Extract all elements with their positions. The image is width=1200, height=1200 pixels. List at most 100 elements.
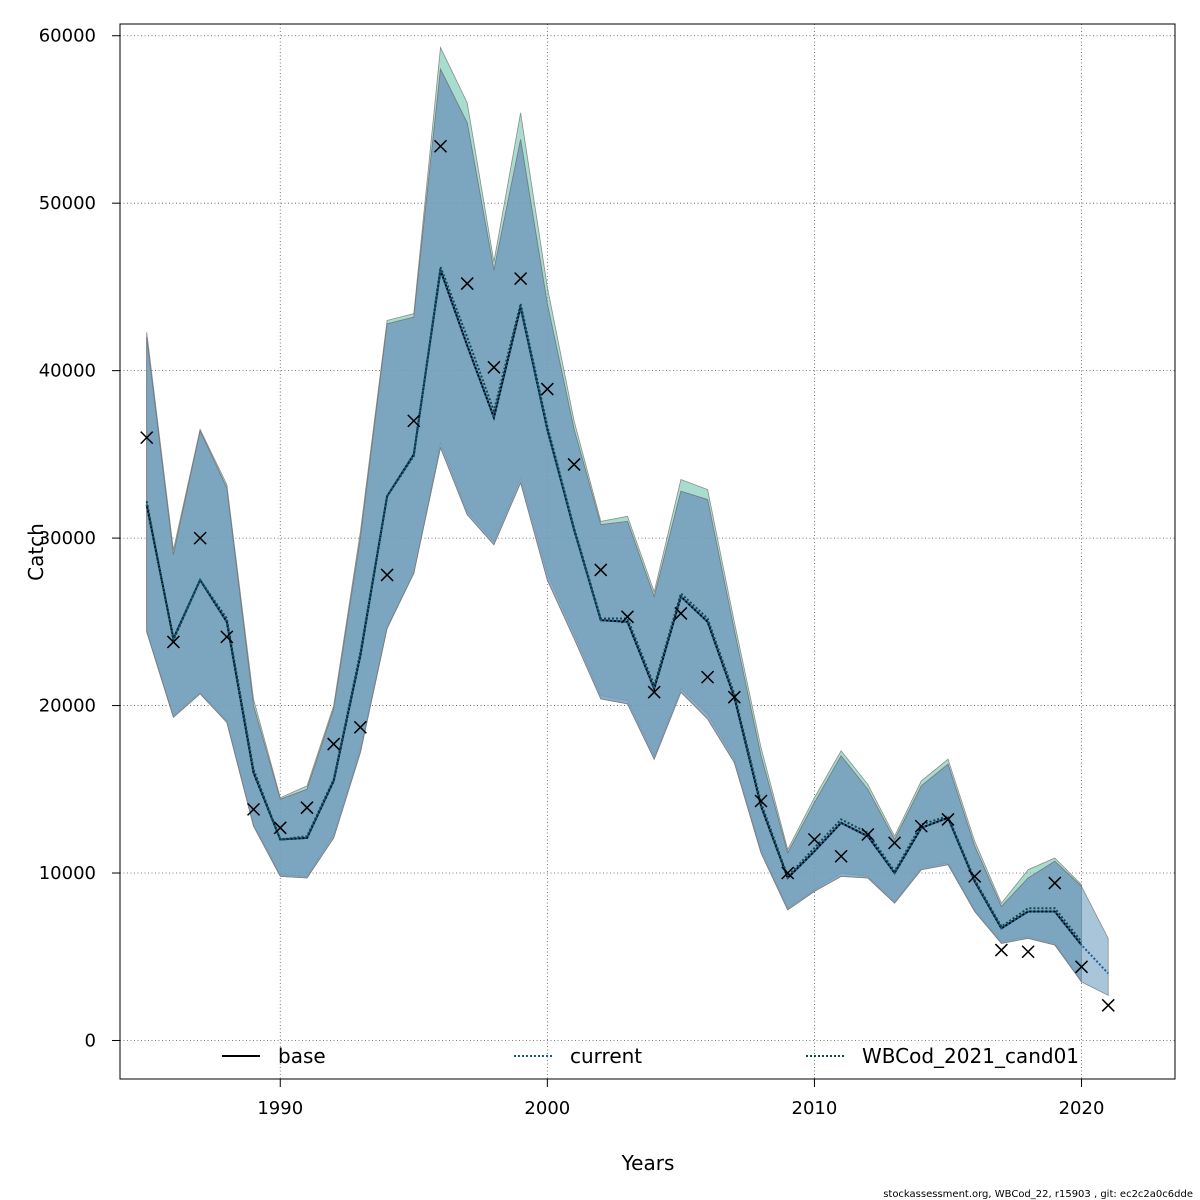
y-tick-label: 50000 — [39, 193, 96, 214]
y-tick-label: 40000 — [39, 361, 96, 382]
observation-marker — [1048, 876, 1062, 890]
observation-marker — [701, 670, 715, 684]
observation-marker — [300, 801, 314, 815]
marker-stroke — [754, 794, 768, 808]
observation-marker — [193, 531, 207, 545]
marker-stroke — [888, 836, 902, 850]
marker-stroke — [594, 563, 608, 577]
observation-marker — [674, 606, 688, 620]
observation-marker — [327, 737, 341, 751]
observation-marker — [914, 819, 928, 833]
marker-stroke — [487, 360, 501, 374]
marker-stroke — [807, 833, 821, 847]
legend-item-base: base — [222, 1044, 326, 1068]
observation-marker — [380, 568, 394, 582]
series-lines — [145, 266, 1109, 975]
y-tick-label: 0 — [85, 1030, 96, 1051]
x-axis-title: Years — [621, 1151, 675, 1175]
observation-marker — [247, 802, 261, 816]
observation-marker — [1074, 960, 1089, 974]
observation-marker — [1021, 945, 1035, 959]
marker-stroke — [1074, 960, 1089, 974]
observation-marker — [220, 630, 234, 644]
observation-marker — [620, 610, 634, 624]
marker-stroke — [140, 431, 154, 445]
marker-stroke — [327, 737, 341, 751]
series-line-base — [145, 269, 1083, 946]
marker-stroke — [968, 869, 982, 883]
y-tick-label: 60000 — [39, 26, 96, 47]
observation-marker — [460, 277, 474, 291]
observation-marker — [968, 869, 982, 883]
marker-stroke — [834, 849, 848, 863]
observation-marker — [273, 821, 287, 835]
observation-marker — [781, 866, 795, 880]
marker-stroke — [647, 685, 661, 699]
legend-label: base — [278, 1044, 326, 1068]
y-tick-label: 10000 — [39, 863, 96, 884]
y-axis-title: Catch — [24, 523, 48, 581]
y-tick-label: 30000 — [39, 528, 96, 549]
observation-marker — [727, 690, 741, 704]
marker-stroke — [781, 866, 795, 880]
marker-stroke — [460, 277, 474, 291]
observation-marker — [353, 720, 367, 734]
marker-stroke — [701, 670, 715, 684]
observation-marker — [994, 943, 1008, 957]
marker-stroke — [273, 821, 287, 835]
y-tick-label: 20000 — [39, 696, 96, 717]
observation-marker — [540, 382, 554, 396]
marker-stroke — [380, 568, 394, 582]
legend-label: current — [570, 1044, 642, 1068]
marker-stroke — [300, 801, 314, 815]
observation-marker — [834, 849, 848, 863]
observation-marker — [407, 414, 421, 428]
observation-marker — [807, 833, 821, 847]
marker-stroke — [914, 819, 928, 833]
marker-stroke — [353, 720, 367, 734]
marker-stroke — [674, 606, 688, 620]
marker-stroke — [727, 690, 741, 704]
observation-marker — [567, 457, 581, 471]
observation-marker — [941, 812, 955, 826]
marker-stroke — [220, 630, 234, 644]
x-tick-label: 1990 — [257, 1098, 303, 1119]
marker-stroke — [567, 457, 581, 471]
marker-stroke — [1101, 998, 1115, 1012]
marker-stroke — [407, 414, 421, 428]
series-line-wbcod-2021-cand01 — [145, 266, 1083, 943]
observation-marker — [594, 563, 608, 577]
legend-item-current: current — [514, 1044, 642, 1068]
x-tick-label: 2020 — [1059, 1098, 1105, 1119]
observation-marker — [754, 794, 768, 808]
marker-stroke — [1021, 945, 1035, 959]
confidence-band-current — [146, 67, 1109, 996]
observation-marker — [1101, 998, 1115, 1012]
marker-stroke — [941, 812, 955, 826]
legend-label: WBCod_2021_cand01 — [862, 1044, 1079, 1068]
observation-marker — [433, 139, 448, 153]
observed-catch-markers — [140, 139, 1115, 1012]
confidence-bands — [146, 45, 1109, 996]
axes: 1990 2000 2010 2020 0 10000 20000 30000 40000 500… — [39, 26, 1105, 1119]
plot-frame — [119, 23, 1176, 1080]
marker-stroke — [247, 802, 261, 816]
legend-item-wbcod-2021-cand01: WBCod_2021_cand01 — [806, 1044, 1079, 1068]
marker-stroke — [166, 635, 180, 649]
marker-stroke — [433, 139, 448, 153]
observation-marker — [861, 827, 875, 842]
marker-stroke — [620, 610, 634, 624]
marker-stroke — [861, 827, 875, 842]
x-tick-label: 2000 — [524, 1098, 570, 1119]
footer-text: stockassessment.org, WBCod_22, r15903 , … — [883, 1189, 1193, 1200]
x-tick-label: 2010 — [792, 1098, 838, 1119]
marker-stroke — [514, 272, 528, 286]
legend: base current WBCod_2021_cand01 — [222, 1044, 1079, 1068]
observation-marker — [487, 360, 501, 374]
marker-stroke — [994, 943, 1008, 957]
observation-marker — [140, 431, 154, 445]
observation-marker — [888, 836, 902, 850]
observation-marker — [647, 685, 661, 699]
marker-stroke — [193, 531, 207, 545]
